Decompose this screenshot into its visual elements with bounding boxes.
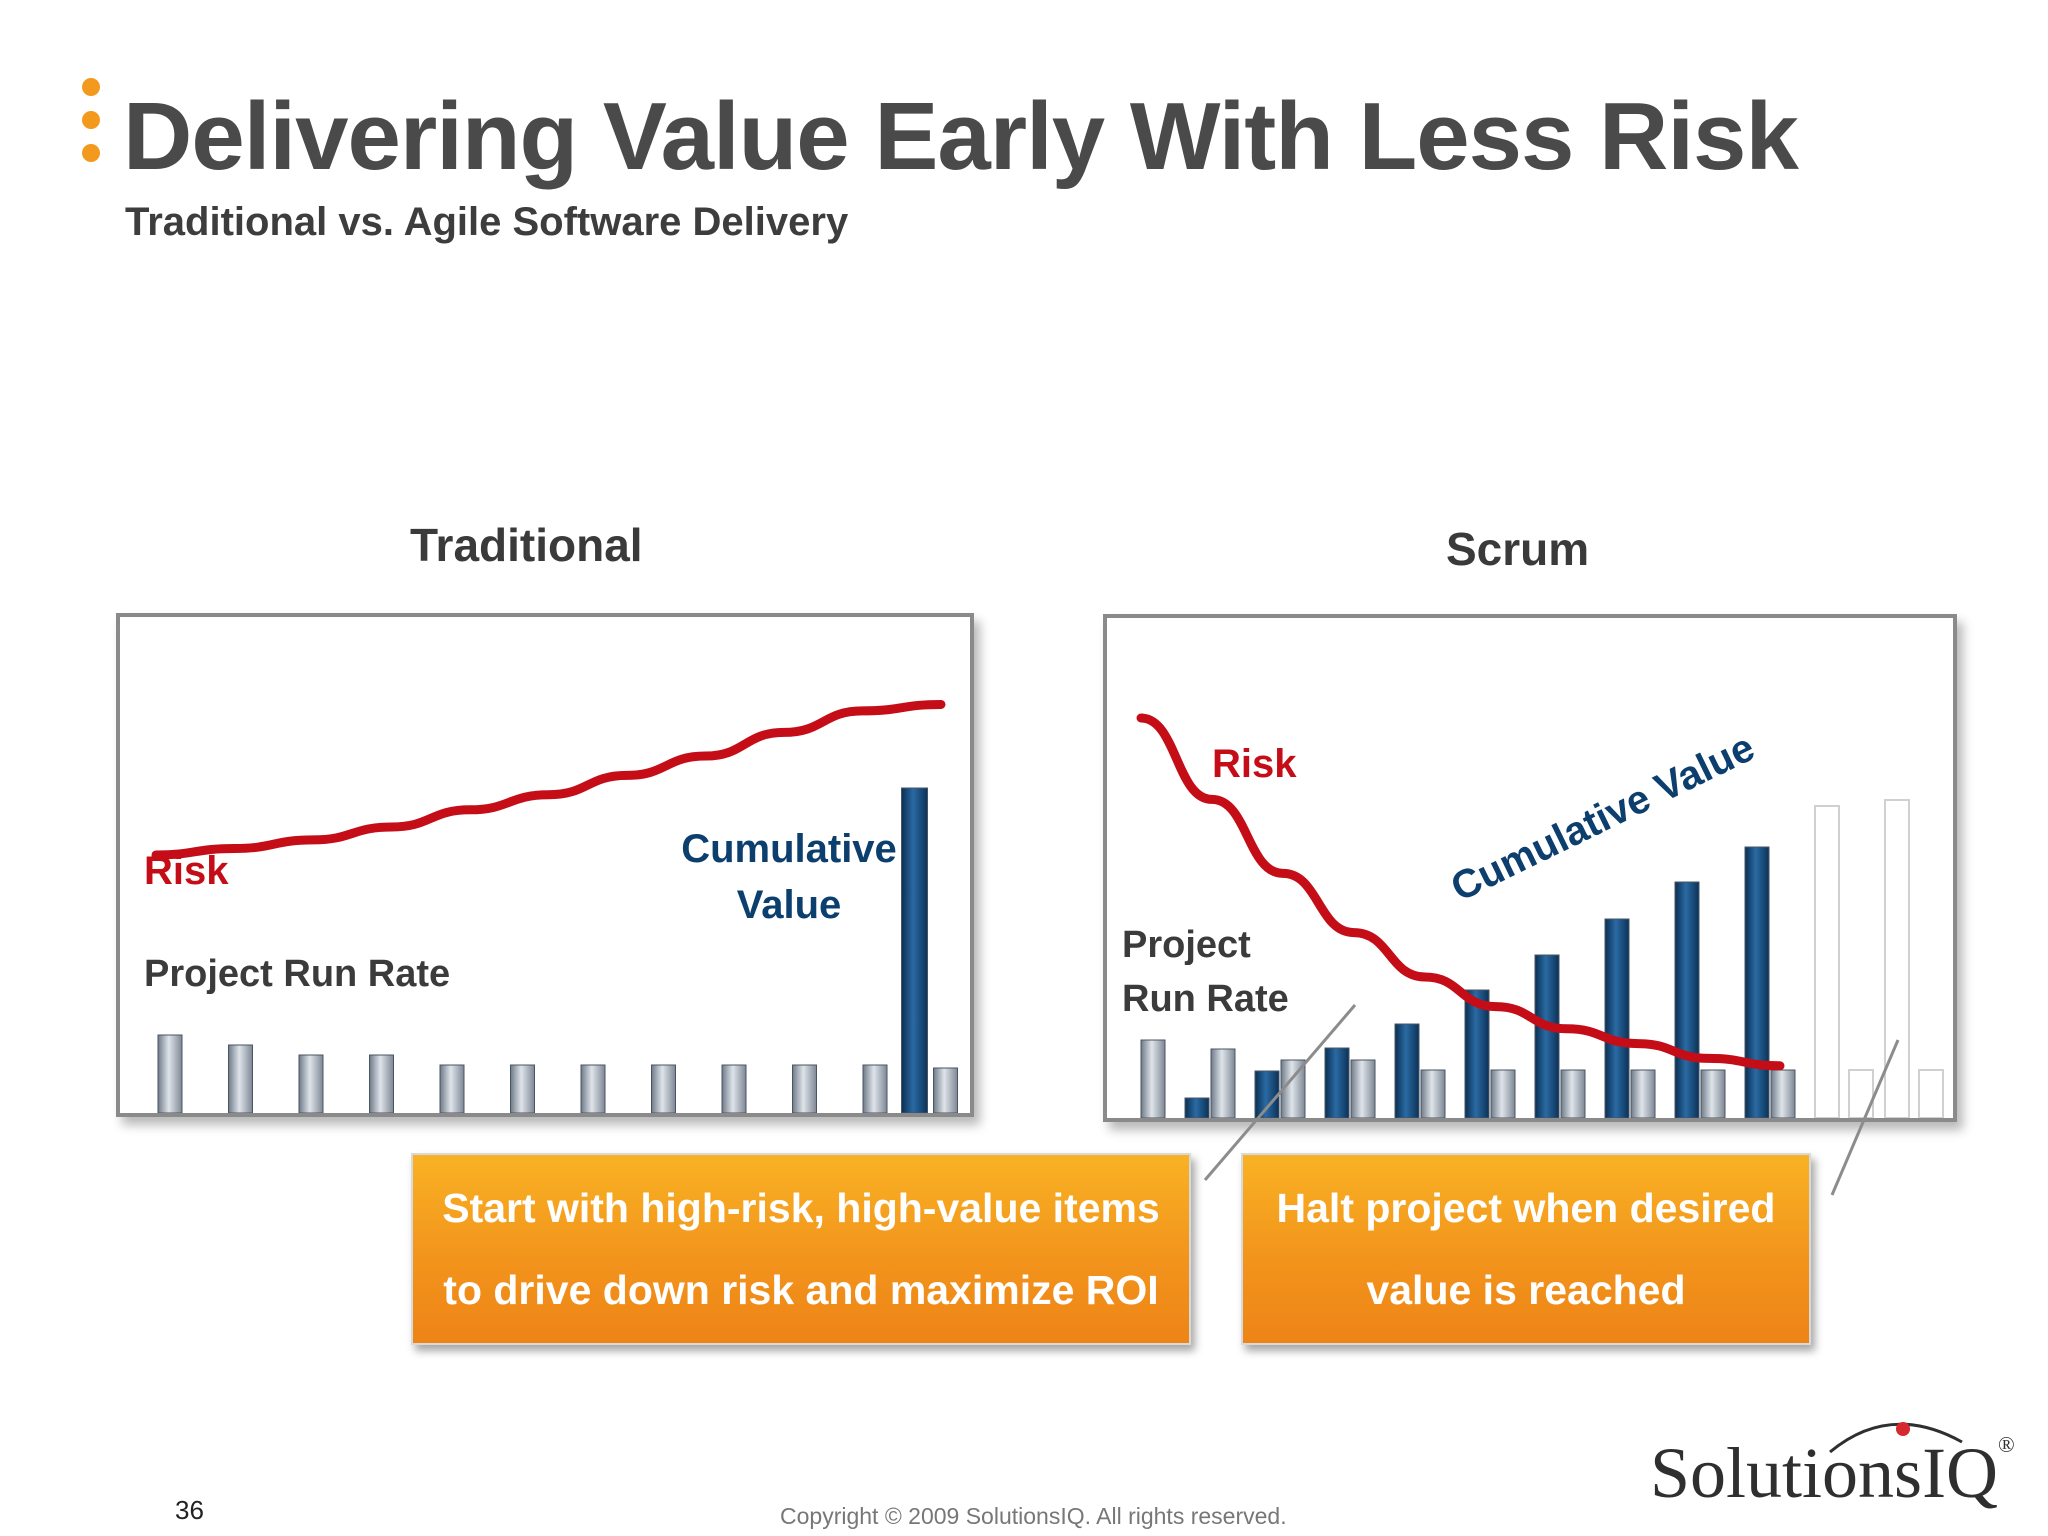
scrum-halted-run-rate-bar [1918,1069,1944,1118]
scrum-risk-label: Risk [1212,742,1297,786]
logo-red-dot-icon [1896,1422,1910,1436]
scrum-run-rate-bar [1140,1039,1166,1118]
scrum-run-rate-bar [1420,1069,1446,1118]
scrum-run-rate-bar [1210,1048,1236,1118]
scrum-value-bar [1464,989,1490,1118]
scrum-chart-panel: Risk Cumulative Value Project Run Rate [1103,614,1957,1122]
traditional-chart [151,699,958,1113]
traditional-chart-panel: Risk Cumulative Value Project Run Rate [116,613,974,1117]
slide-subtitle: Traditional vs. Agile Software Delivery [125,200,849,244]
copyright-notice: Copyright © 2009 SolutionsIQ. All rights… [780,1503,1287,1529]
scrum-run-rate-bar [1490,1069,1516,1118]
traditional-run-rate-bar [439,1064,465,1113]
scrum-value-bar [1674,881,1700,1118]
scrum-value-bar [1394,1023,1420,1118]
title-bullet-dots [82,78,102,168]
right-callout: Halt project when desired value is reach… [1241,1153,1811,1345]
traditional-run-rate-bar [580,1064,606,1113]
scrum-run-rate-label-line1: Project [1122,924,1251,966]
scrum-value-bar [1604,918,1630,1118]
scrum-run-rate-bar [1630,1069,1656,1118]
traditional-heading: Traditional [410,519,643,571]
scrum-value-bar [1254,1070,1280,1118]
slide-title: Delivering Value Early With Less Risk [123,83,1799,190]
scrum-value-bar [1184,1097,1210,1118]
scrum-run-rate-bar [1700,1069,1726,1118]
left-callout-line1: Start with high-risk, high-value items [442,1185,1160,1231]
scrum-value-bar [1744,846,1770,1118]
traditional-value-bar [901,787,928,1113]
traditional-run-rate-bar [792,1064,817,1113]
traditional-risk-curve [151,699,946,860]
traditional-run-rate-bar [510,1064,535,1113]
traditional-run-rate-label: Project Run Rate [144,953,451,995]
right-callout-line2: value is reached [1366,1267,1686,1313]
traditional-run-rate-bar [369,1054,394,1113]
scrum-halted-run-rate-bar [1848,1069,1874,1118]
traditional-run-rate-bar [298,1054,324,1113]
scrum-value-bar [1324,1047,1350,1118]
scrum-halted-value-bar [1814,805,1840,1118]
scrum-run-rate-bar [1560,1069,1586,1118]
scrum-halted-value-bar [1884,799,1910,1118]
scrum-value-bar [1534,954,1560,1118]
solutionsiq-logo: SolutionsIQ® [1640,1410,2015,1520]
scrum-run-rate-label-line2: Run Rate [1122,978,1289,1020]
traditional-run-rate-bar [862,1064,888,1113]
logo-text: SolutionsIQ® [1650,1432,2015,1513]
traditional-value-label: Cumulative Value [661,821,917,933]
logo-arc-icon [1829,1422,1963,1454]
left-callout: Start with high-risk, high-value items t… [411,1153,1191,1345]
scrum-run-rate-bar [1350,1059,1376,1118]
scrum-heading: Scrum [1446,523,1590,575]
traditional-run-rate-bar [651,1064,676,1113]
traditional-risk-label: Risk [144,849,229,893]
scrum-run-rate-label: Project Run Rate [1122,918,1289,1026]
scrum-risk-curve [1136,713,1785,1071]
scrum-run-rate-bar [1770,1069,1796,1118]
traditional-run-rate-bar [157,1034,183,1113]
traditional-run-rate-bar [228,1044,253,1113]
left-callout-line2: to drive down risk and maximize ROI [443,1267,1159,1313]
traditional-value-label-line2: Value [736,883,842,927]
traditional-value-label-line1: Cumulative [681,827,897,871]
traditional-run-rate-bar [933,1067,958,1113]
traditional-run-rate-bar [721,1064,747,1113]
page-number: 36 [175,1495,204,1525]
scrum-run-rate-bar [1280,1059,1306,1118]
right-callout-line1: Halt project when desired [1276,1185,1776,1231]
